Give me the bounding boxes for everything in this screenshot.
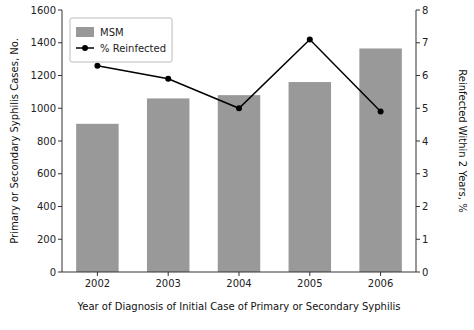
marker [94, 63, 100, 69]
tick-label: 0 [50, 267, 56, 278]
tick [239, 272, 240, 276]
tick-label: 0 [422, 267, 428, 278]
y-axis-label: Primary or Secondary Syphilis Cases, No. [9, 38, 20, 244]
x-axis-label: Year of Diagnosis of Initial Case of Pri… [77, 301, 401, 312]
tick [416, 141, 420, 142]
bar [147, 98, 189, 272]
tick [58, 239, 62, 240]
tick-label: 8 [422, 5, 428, 16]
tick-label: 7 [422, 37, 428, 48]
legend-label: % Reinfected [100, 43, 166, 54]
tick-label: 2006 [368, 278, 393, 289]
tick-label: 1 [422, 234, 428, 245]
tick-label: 4 [422, 136, 428, 147]
tick-label: 1200 [31, 70, 56, 81]
tick [58, 206, 62, 207]
bar [289, 82, 331, 272]
tick-label: 2002 [85, 278, 110, 289]
tick-label: 200 [37, 234, 56, 245]
tick [58, 173, 62, 174]
y2-axis-label: Reinfected Within 2 Years, % [457, 69, 468, 212]
tick [416, 42, 420, 43]
bar [76, 124, 118, 272]
tick-label: 3 [422, 168, 428, 179]
tick [168, 272, 169, 276]
legend: MSM % Reinfected [70, 18, 172, 62]
tick [416, 173, 420, 174]
bar [218, 95, 260, 272]
tick-label: 1400 [31, 37, 56, 48]
tick-label: 600 [37, 168, 56, 179]
tick [58, 42, 62, 43]
tick-label: 1000 [31, 103, 56, 114]
legend-swatch [76, 27, 94, 37]
tick [416, 239, 420, 240]
tick-label: 6 [422, 70, 428, 81]
tick [416, 75, 420, 76]
tick [58, 272, 62, 273]
tick-label: 2 [422, 201, 428, 212]
marker [307, 36, 313, 42]
legend-marker [82, 45, 88, 51]
tick [416, 206, 420, 207]
tick-label: 1600 [31, 5, 56, 16]
tick [416, 108, 420, 109]
marker [165, 76, 171, 82]
tick [416, 10, 420, 11]
legend-box [70, 18, 172, 62]
tick-label: 2004 [226, 278, 251, 289]
tick [97, 272, 98, 276]
tick-label: 800 [37, 136, 56, 147]
line [97, 39, 380, 111]
chart: 0 200 400 600 800 1000 1200 1400 1600 0 1 2 3 4 5 6 7 8 20… [0, 0, 474, 330]
tick-label: 2003 [155, 278, 180, 289]
marker [236, 105, 242, 111]
tick-label: 5 [422, 103, 428, 114]
marker [378, 109, 384, 115]
tick [380, 272, 381, 276]
tick [58, 141, 62, 142]
plot-area [76, 36, 402, 272]
tick-label: 400 [37, 201, 56, 212]
tick [58, 108, 62, 109]
tick [58, 75, 62, 76]
tick [58, 10, 62, 11]
legend-label: MSM [100, 27, 124, 38]
tick [416, 272, 420, 273]
tick [309, 272, 310, 276]
bar [359, 48, 401, 272]
tick-label: 2005 [297, 278, 322, 289]
